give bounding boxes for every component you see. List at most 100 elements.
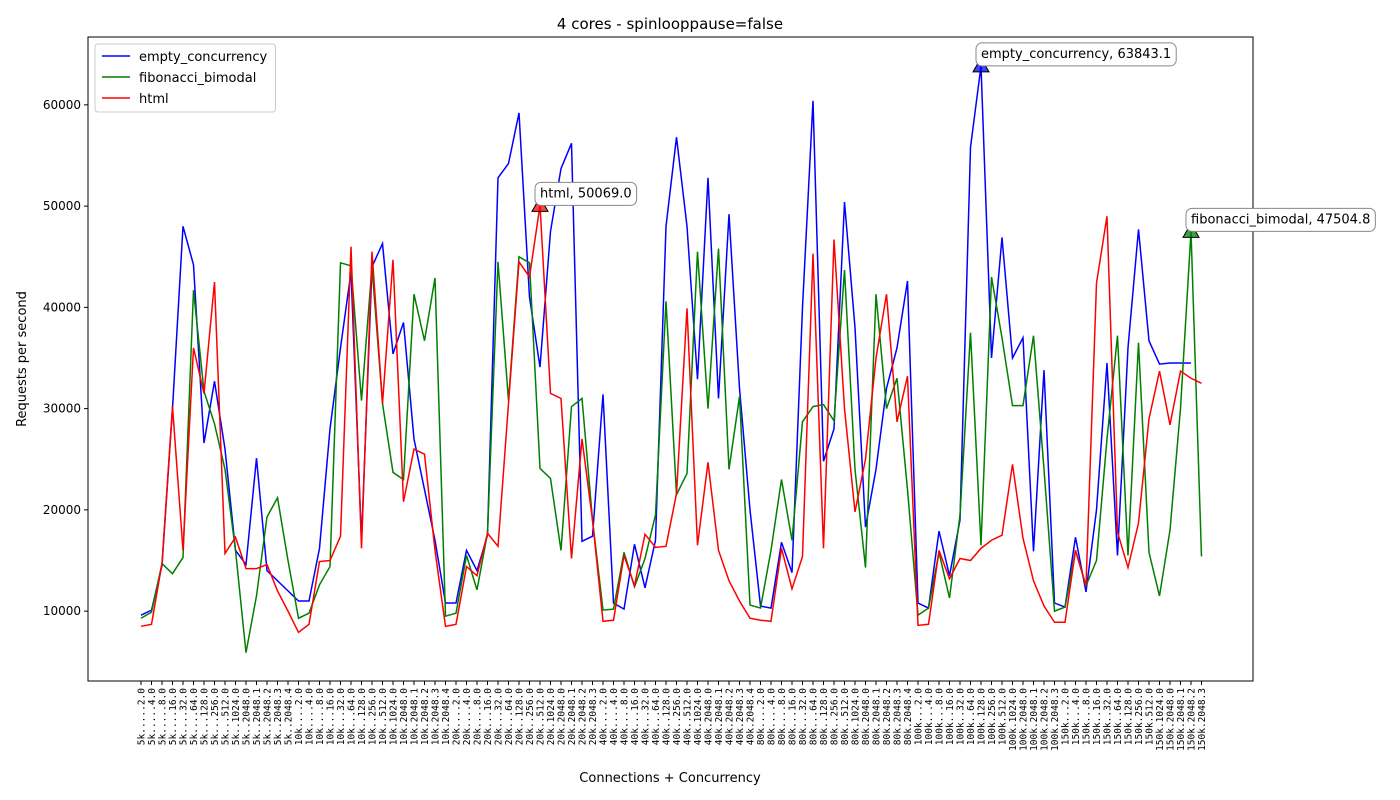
- x-tick-label: 80k..256.0: [830, 688, 841, 745]
- x-tick-label: 40k....2.0: [599, 688, 610, 745]
- x-tick-label: 150k...2.0: [1061, 688, 1072, 745]
- x-tick-label: 80k..512.0: [840, 688, 851, 745]
- x-tick-label: 20k..128.0: [515, 688, 526, 745]
- x-tick-label: 10k.2048.0: [399, 688, 410, 745]
- x-tick-label: 20k.2048.0: [557, 688, 568, 745]
- x-tick-label: 5k..2048.2: [263, 688, 274, 745]
- x-tick-label: 10k.2048.1: [410, 688, 421, 745]
- y-tick-label: 30000: [43, 402, 81, 416]
- x-tick-label: 10k..512.0: [378, 688, 389, 745]
- x-tick-label: 100k...2.0: [914, 688, 925, 745]
- x-tick-label: 40k.1024.0: [693, 688, 704, 745]
- legend-box: [94, 43, 276, 113]
- x-tick-label: 20k.2048.2: [578, 688, 589, 745]
- x-tick-label: 5k..2048.1: [252, 688, 263, 745]
- x-tick-label: 40k..128.0: [662, 688, 673, 745]
- x-tick-label: 10k.2048.3: [431, 688, 442, 745]
- x-tick-label: 20k....8.0: [473, 688, 484, 745]
- x-tick-label: 10k...16.0: [326, 688, 337, 745]
- x-tick-label: 150k.1024.0: [1155, 688, 1166, 751]
- x-tick-label: 80k...64.0: [809, 688, 820, 745]
- legend-label: fibonacci_bimodal: [139, 71, 256, 86]
- x-tick-label: 40k.2048.2: [725, 688, 736, 745]
- x-tick-label: 100k...4.0: [924, 688, 935, 745]
- x-tick-label: 150k.2048.1: [1176, 688, 1187, 751]
- x-tick-label: 80k.2048.2: [882, 688, 893, 745]
- x-tick-label: 100k.512.0: [998, 688, 1009, 745]
- x-tick-label: 100k.2048.0: [1019, 688, 1030, 751]
- x-tick-label: 100k.2048.1: [1029, 688, 1040, 751]
- x-tick-label: 20k.2048.3: [588, 688, 599, 745]
- x-tick-label: 150k.2048.3: [1197, 688, 1208, 751]
- x-tick-label: 10k..128.0: [357, 688, 368, 745]
- y-tick-label: 40000: [43, 300, 81, 314]
- x-tick-label: 40k....8.0: [620, 688, 631, 745]
- x-tick-label: 40k..512.0: [683, 688, 694, 745]
- x-tick-label: 40k..256.0: [672, 688, 683, 745]
- x-tick-label: 5k..2048.0: [242, 688, 253, 745]
- x-tick-label: 100k.1024.0: [1008, 688, 1019, 751]
- x-tick-label: 100k..32.0: [956, 688, 967, 745]
- annotation-text: empty_concurrency, 63843.1: [981, 47, 1171, 62]
- x-tick-label: 10k....2.0: [294, 688, 305, 745]
- x-tick-label: 40k.2048.0: [704, 688, 715, 745]
- annotation: empty_concurrency, 63843.1: [975, 42, 1177, 67]
- x-tick-label: 20k..512.0: [536, 688, 547, 745]
- x-tick-label: 5k....16.0: [168, 688, 179, 745]
- x-tick-label: 150k..64.0: [1113, 688, 1124, 745]
- x-tick-label: 5k....32.0: [179, 688, 190, 745]
- x-tick-label: 80k.2048.1: [872, 688, 883, 745]
- x-tick-label: 150k.2048.0: [1166, 688, 1177, 751]
- x-tick-label: 10k...64.0: [347, 688, 358, 745]
- plot-frame: [87, 36, 1254, 682]
- x-tick-label: 150k.128.0: [1124, 688, 1135, 745]
- x-tick-label: 10k.1024.0: [389, 688, 400, 745]
- x-tick-label: 80k....2.0: [756, 688, 767, 745]
- x-tick-label: 20k...64.0: [504, 688, 515, 745]
- annotation-text: html, 50069.0: [540, 186, 632, 201]
- x-tick-label: 80k...16.0: [788, 688, 799, 745]
- x-axis-label: Connections + Concurrency: [579, 771, 761, 786]
- annotation-box: [1185, 207, 1376, 232]
- x-tick-label: 5k...512.0: [221, 688, 232, 745]
- x-tick-label: 10k....8.0: [315, 688, 326, 745]
- y-axis-label: Requests per second: [15, 291, 30, 427]
- x-tick-label: 150k.512.0: [1145, 688, 1156, 745]
- x-tick-label: 20k....4.0: [462, 688, 473, 745]
- x-tick-label: 20k...16.0: [483, 688, 494, 745]
- chart-title: 4 cores - spinlooppause=false: [557, 15, 783, 33]
- x-tick-label: 10k.2048.4: [441, 688, 452, 745]
- x-tick-label: 40k.2048.3: [735, 688, 746, 745]
- x-tick-label: 80k....4.0: [767, 688, 778, 745]
- x-tick-label: 40k.2048.1: [714, 688, 725, 745]
- x-tick-label: 150k..16.0: [1092, 688, 1103, 745]
- x-tick-label: 100k.256.0: [987, 688, 998, 745]
- annotation: html, 50069.0: [534, 181, 638, 206]
- x-tick-label: 100k..64.0: [966, 688, 977, 745]
- x-tick-label: 5k.....4.0: [147, 688, 158, 745]
- y-tick-label: 60000: [43, 98, 81, 112]
- x-tick-label: 150k...4.0: [1071, 688, 1082, 745]
- x-tick-label: 80k....8.0: [777, 688, 788, 745]
- y-tick-label: 10000: [43, 604, 81, 618]
- x-tick-label: 100k..16.0: [945, 688, 956, 745]
- x-tick-label: 80k.2048.0: [861, 688, 872, 745]
- x-tick-label: 10k.2048.2: [420, 688, 431, 745]
- x-tick-label: 5k..2048.4: [284, 688, 295, 745]
- series-line: [140, 231, 1203, 653]
- annotation: fibonacci_bimodal, 47504.8: [1185, 207, 1376, 232]
- y-tick-label: 50000: [43, 199, 81, 213]
- x-tick-label: 150k.256.0: [1134, 688, 1145, 745]
- x-tick-label: 5k...256.0: [210, 688, 221, 745]
- x-tick-label: 40k....4.0: [609, 688, 620, 745]
- x-tick-label: 40k...64.0: [651, 688, 662, 745]
- x-tick-label: 20k....2.0: [452, 688, 463, 745]
- x-tick-label: 100k...8.0: [935, 688, 946, 745]
- x-tick-label: 40k.2048.4: [746, 688, 757, 745]
- legend-label: html: [139, 92, 169, 107]
- x-tick-label: 40k...16.0: [630, 688, 641, 745]
- y-tick-label: 20000: [43, 503, 81, 517]
